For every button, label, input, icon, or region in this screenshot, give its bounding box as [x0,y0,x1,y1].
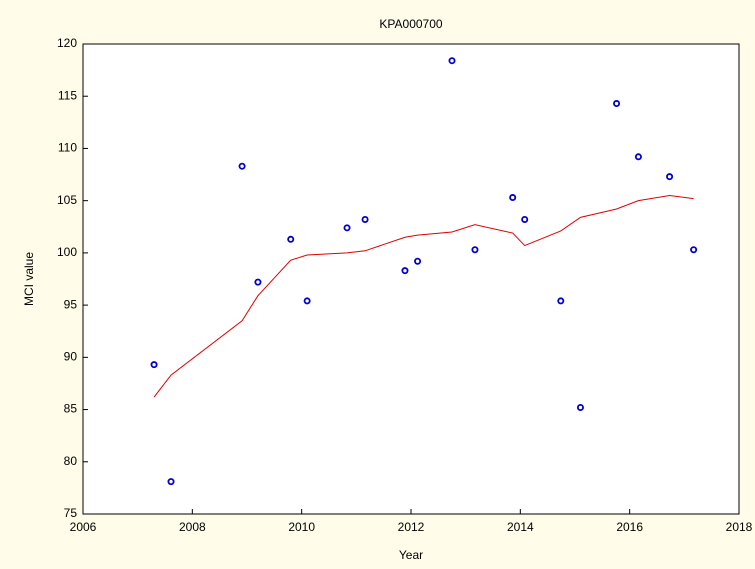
x-tick-label: 2008 [179,520,206,534]
data-point [167,478,175,486]
y-tick-label: 95 [64,297,78,311]
x-axis-label: Year [399,548,423,562]
y-tick-label: 80 [64,454,78,468]
x-tick-label: 2014 [507,520,534,534]
data-point [254,278,262,286]
data-point [557,297,565,305]
trend-line [153,194,694,398]
x-tick-label: 2018 [726,520,753,534]
data-point [690,246,698,254]
data-point [634,153,642,161]
y-tick-label: 120 [57,36,77,50]
y-tick-label: 110 [58,141,77,155]
x-tick-label: 2010 [288,520,315,534]
data-point [471,246,479,254]
x-tick-label: 2016 [616,520,643,534]
data-point [414,257,422,265]
data-point [666,173,674,181]
data-point [150,361,158,369]
x-tick-label: 2006 [70,520,97,534]
y-tick-label: 85 [64,402,78,416]
x-tick-label: 2012 [398,520,425,534]
data-point [521,215,529,223]
data-point [343,224,351,232]
plot-area [82,43,740,515]
data-point [401,267,409,275]
y-tick-label: 75 [64,506,78,520]
data-point [303,297,311,305]
data-point [238,162,246,170]
data-point [361,215,369,223]
data-point [448,57,456,65]
data-point [509,194,517,202]
data-point [613,100,621,108]
y-tick-label: 105 [57,193,77,207]
y-tick-label: 90 [64,350,78,364]
y-axis-label: MCI value [22,252,36,306]
data-point [576,403,584,411]
y-tick-label: 100 [57,245,77,259]
y-tick-label: 115 [58,88,77,102]
chart-title: KPA000700 [379,17,442,31]
data-point [287,235,295,243]
